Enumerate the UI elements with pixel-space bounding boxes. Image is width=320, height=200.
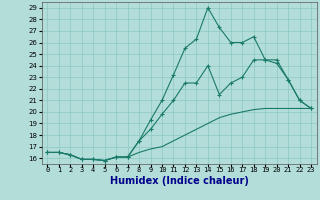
X-axis label: Humidex (Indice chaleur): Humidex (Indice chaleur)	[110, 176, 249, 186]
